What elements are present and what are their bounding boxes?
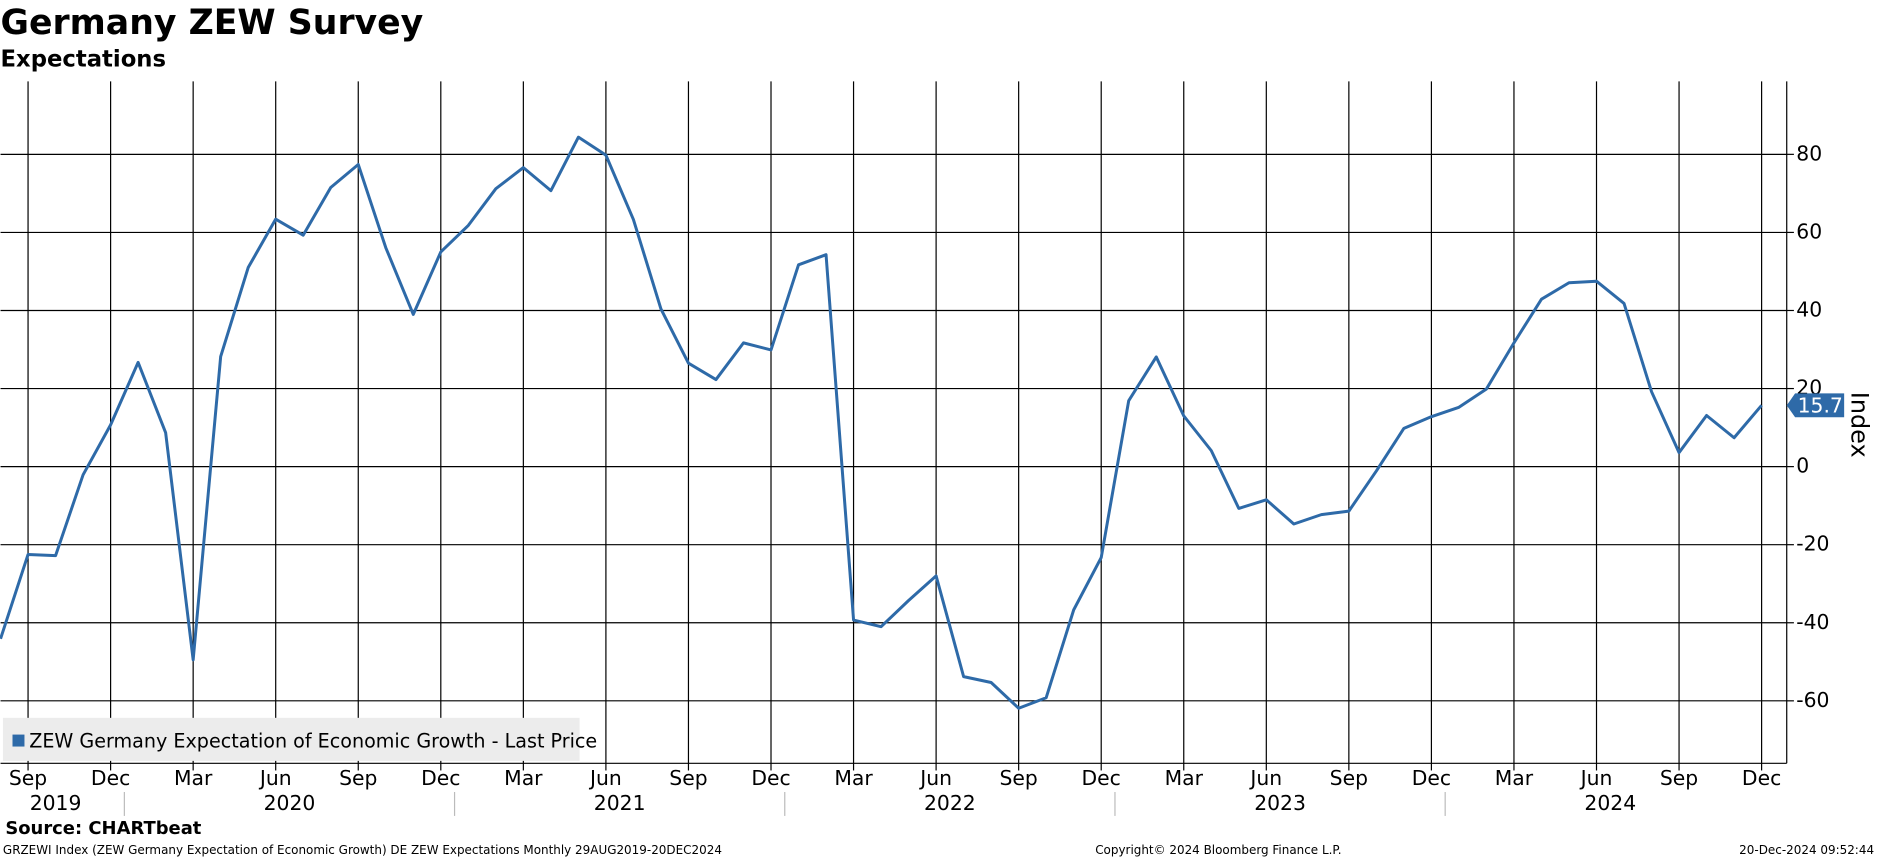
x-tick-label: Mar — [1165, 766, 1204, 790]
x-tick-label: Jun — [918, 766, 952, 790]
x-tick-label: Jun — [1248, 766, 1282, 790]
footer-right: 20-Dec-2024 09:52:44 — [1739, 843, 1874, 857]
x-tick-label: Jun — [258, 766, 292, 790]
x-tick-label: Mar — [1495, 766, 1534, 790]
x-tick-label: Dec — [91, 766, 130, 790]
chart-subtitle: Expectations — [1, 46, 166, 72]
y-tick-label: 60 — [1796, 219, 1822, 243]
x-tick-label: Jun — [588, 766, 622, 790]
year-label: 2019 — [30, 791, 82, 815]
last-value-tag — [1786, 393, 1845, 418]
x-tick-label: Sep — [669, 766, 707, 790]
x-tick-label: Sep — [999, 766, 1037, 790]
y-tick-label: -20 — [1796, 532, 1829, 556]
x-tick-label: Dec — [421, 766, 460, 790]
y-tick-label: -60 — [1796, 688, 1829, 712]
x-tick-label: Dec — [1742, 766, 1781, 790]
x-tick-label: Dec — [1082, 766, 1121, 790]
x-tick-label: Dec — [751, 766, 790, 790]
x-tick-label: Dec — [1412, 766, 1451, 790]
x-tick-label: Mar — [504, 766, 543, 790]
series-line — [0, 135, 1763, 710]
year-label: 2021 — [594, 791, 646, 815]
y-axis-label: Index — [1846, 392, 1874, 458]
last-value-label: 15.7 — [1798, 394, 1843, 418]
x-tick-label: Sep — [9, 766, 47, 790]
x-tick-label: Sep — [1330, 766, 1368, 790]
year-label: 2023 — [1254, 791, 1306, 815]
x-tick-label: Sep — [1660, 766, 1698, 790]
footer-center: Copyright© 2024 Bloomberg Finance L.P. — [1095, 843, 1341, 857]
x-tick-label: Jun — [1579, 766, 1613, 790]
footer-left: GRZEWI Index (ZEW Germany Expectation of… — [3, 843, 722, 857]
year-label: 2022 — [924, 791, 976, 815]
legend-label: ZEW Germany Expectation of Economic Grow… — [29, 729, 597, 752]
y-tick-label: 0 — [1796, 454, 1809, 478]
y-tick-label: 40 — [1796, 297, 1822, 321]
legend-swatch — [12, 734, 25, 747]
legend: ZEW Germany Expectation of Economic Grow… — [2, 717, 597, 761]
source: Source: CHARTbeat — [5, 818, 201, 839]
year-label: 2024 — [1584, 791, 1636, 815]
y-tick-label: 80 — [1796, 141, 1822, 165]
x-tick-label: Mar — [834, 766, 873, 790]
x-tick-label: Mar — [174, 766, 213, 790]
y-tick-label: -40 — [1796, 610, 1829, 634]
chart-title: Germany ZEW Survey — [1, 3, 424, 43]
legend-box — [2, 717, 580, 761]
x-tick-label: Sep — [339, 766, 377, 790]
year-label: 2020 — [264, 791, 316, 815]
